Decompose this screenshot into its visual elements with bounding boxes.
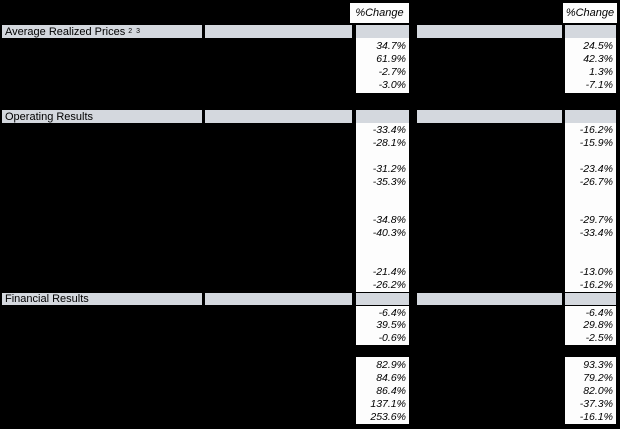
- value-cell: 39.5%: [376, 319, 406, 332]
- change-column-block: 24.5% 42.3% 1.3% -7.1%: [565, 38, 616, 93]
- value-cell: [356, 188, 409, 201]
- value-cell: 79.2%: [583, 371, 613, 384]
- section-row-spacer: [356, 25, 409, 38]
- value-cell: -37.3%: [579, 397, 613, 410]
- pct-change-header-left: %Change: [350, 3, 409, 23]
- section-label: Operating Results: [5, 110, 94, 123]
- change-column-block: -33.4% -28.1% -31.2% -35.3% -34.8% -40.3…: [356, 123, 409, 292]
- value-cell: 137.1%: [370, 397, 406, 410]
- value-cell: -3.0%: [378, 79, 406, 92]
- value-cell: -0.6%: [378, 331, 406, 344]
- change-column-block: 34.7% 61.9% -2.7% -3.0%: [356, 38, 409, 93]
- value-cell: [565, 252, 616, 265]
- section-header-financial-results: Financial Results: [2, 293, 202, 305]
- value-cell: -7.1%: [585, 79, 613, 92]
- value-cell: [356, 252, 409, 265]
- section-row-spacer: [356, 293, 409, 305]
- change-column-block: 93.3% 79.2% 82.0% -37.3% -16.1%: [565, 357, 616, 424]
- section-row-spacer: [356, 110, 409, 123]
- section-label: Financial Results: [5, 293, 89, 305]
- value-cell: 1.3%: [589, 66, 613, 79]
- value-cell: -33.4%: [372, 124, 406, 137]
- value-cell: -13.0%: [579, 265, 613, 278]
- value-cell: -28.1%: [372, 137, 406, 150]
- value-cell: 34.7%: [376, 39, 406, 52]
- value-cell: 93.3%: [583, 358, 613, 371]
- value-cell: -23.4%: [579, 162, 613, 175]
- value-cell: -40.3%: [372, 227, 406, 240]
- value-cell: 24.5%: [583, 39, 613, 52]
- value-cell: -16.1%: [579, 410, 613, 423]
- change-column-block: -6.4% 39.5% -0.6%: [356, 306, 409, 345]
- value-cell: -6.4%: [378, 307, 406, 320]
- value-cell: -21.4%: [372, 265, 406, 278]
- value-cell: -16.2%: [579, 278, 613, 291]
- section-row-spacer: [205, 293, 352, 305]
- section-row-spacer: [205, 25, 352, 38]
- section-row-spacer: [205, 110, 352, 123]
- value-cell: 61.9%: [376, 52, 406, 65]
- value-cell: -26.2%: [372, 278, 406, 291]
- value-cell: -35.3%: [372, 175, 406, 188]
- value-cell: 84.6%: [376, 371, 406, 384]
- section-row-spacer: [565, 25, 616, 38]
- section-row-spacer: [417, 110, 562, 123]
- value-cell: -2.5%: [585, 331, 613, 344]
- value-cell: 29.8%: [583, 319, 613, 332]
- value-cell: -16.2%: [579, 124, 613, 137]
- change-column-block: -6.4% 29.8% -2.5%: [565, 306, 616, 345]
- value-cell: -6.4%: [585, 307, 613, 320]
- section-label: Average Realized Prices: [5, 25, 126, 38]
- section-row-spacer: [417, 293, 562, 305]
- value-cell: 253.6%: [370, 410, 406, 423]
- value-cell: [565, 150, 616, 163]
- pct-change-header-right: %Change: [563, 3, 617, 23]
- value-cell: 82.9%: [376, 358, 406, 371]
- value-cell: -2.7%: [378, 66, 406, 79]
- value-cell: [356, 240, 409, 253]
- value-cell: [356, 201, 409, 214]
- section-header-average-realized-prices: Average Realized Prices 2 3: [2, 25, 202, 38]
- value-cell: 42.3%: [583, 52, 613, 65]
- value-cell: -26.7%: [579, 175, 613, 188]
- value-cell: [565, 201, 616, 214]
- section-row-spacer: [565, 293, 616, 305]
- change-column-block: -16.2% -15.9% -23.4% -26.7% -29.7% -33.4…: [565, 123, 616, 292]
- value-cell: -29.7%: [579, 214, 613, 227]
- section-row-spacer: [417, 25, 562, 38]
- value-cell: [565, 188, 616, 201]
- value-cell: [356, 150, 409, 163]
- value-cell: -15.9%: [579, 137, 613, 150]
- section-header-operating-results: Operating Results: [2, 110, 202, 123]
- section-row-spacer: [565, 110, 616, 123]
- value-cell: -31.2%: [372, 162, 406, 175]
- value-cell: 82.0%: [583, 384, 613, 397]
- change-column-block: 82.9% 84.6% 86.4% 137.1% 253.6%: [356, 357, 409, 424]
- value-cell: -34.8%: [372, 214, 406, 227]
- value-cell: 86.4%: [376, 384, 406, 397]
- value-cell: -33.4%: [579, 227, 613, 240]
- value-cell: [565, 240, 616, 253]
